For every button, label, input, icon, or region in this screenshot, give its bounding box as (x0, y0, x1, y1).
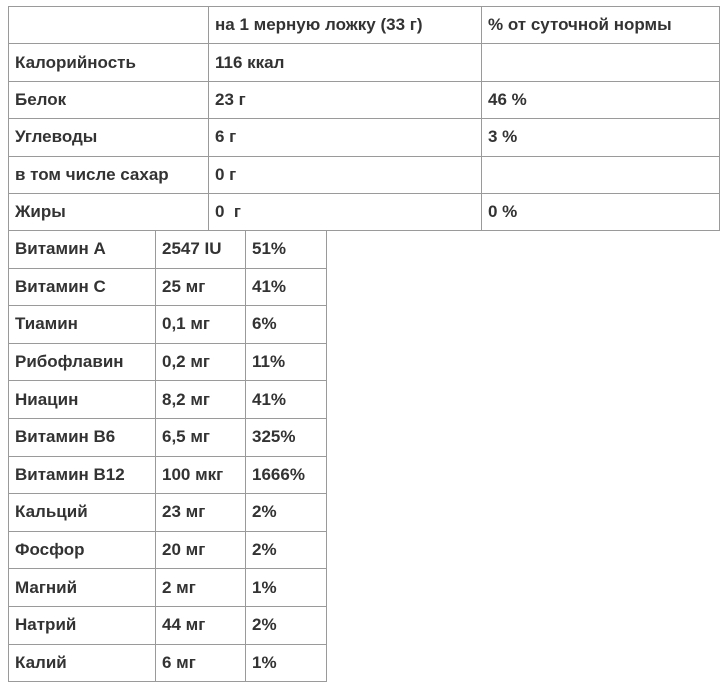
vitamin-cell: Рибофлавин (8, 342, 156, 382)
vitamin-cell: 2% (245, 493, 327, 532)
vitamin-cell: 1% (245, 568, 327, 607)
vitamin-cell: 6% (245, 305, 327, 344)
vitamin-cell: 20 мг (155, 530, 246, 570)
vitamin-cell: 2% (245, 605, 327, 645)
vitamin-cell: Витамин С (8, 267, 156, 307)
cell-amount: 0 г (208, 192, 482, 232)
vitamin-row: Витамин В12 100 мкг 1666% (8, 455, 327, 495)
vitamin-cell: Калий (8, 643, 156, 683)
cell-daily (481, 155, 720, 194)
cell-daily: 3 % (481, 118, 720, 157)
nutrition-table: на 1 мерную ложку (33 г)% от суточной но… (8, 5, 720, 232)
vitamin-row: Фосфор 20 мг 2% (8, 530, 327, 570)
vitamin-cell: 0,2 мг (155, 342, 246, 382)
nutrition-row: Белок 23 г 46 % (8, 80, 720, 120)
cell-name: Углеводы (8, 118, 209, 157)
cell-amount: 23 г (208, 80, 482, 120)
cell-name: Калорийность (8, 43, 209, 82)
vitamin-cell: Фосфор (8, 530, 156, 570)
vitamin-row: Калий 6 мг 1% (8, 643, 327, 683)
vitamin-row: Ниацин 8,2 мг 41% (8, 380, 327, 419)
vitamin-row: Витамин С 25 мг 41% (8, 267, 327, 307)
vitamin-row: Рибофлавин 0,2 мг 11% (8, 342, 327, 382)
vitamins-table: Витамин А 2547 IU 51% Витамин С 25 мг 41% Тиам… (8, 230, 327, 683)
header-row: на 1 мерную ложку (33 г)% от суточной но… (8, 5, 720, 45)
vitamin-row: Витамин В6 6,5 мг 325% (8, 417, 327, 457)
vitamin-cell: 41% (245, 380, 327, 419)
vitamin-row: Витамин А 2547 IU 51% (8, 230, 327, 269)
cell-amount: 6 г (208, 118, 482, 157)
vitamin-cell: 41% (245, 267, 327, 307)
cell-name: Белок (8, 80, 209, 120)
header-cell: % от суточной нормы (481, 5, 720, 45)
vitamin-cell: 1% (245, 643, 327, 683)
vitamin-cell: 100 мкг (155, 455, 246, 495)
vitamin-row: Кальций 23 мг 2% (8, 493, 327, 532)
vitamin-cell: Магний (8, 568, 156, 607)
cell-daily: 0 % (481, 192, 720, 232)
vitamin-cell: 44 мг (155, 605, 246, 645)
vitamin-row: Тиамин 0,1 мг 6% (8, 305, 327, 344)
vitamin-cell: 6 мг (155, 643, 246, 683)
vitamin-cell: 23 мг (155, 493, 246, 532)
vitamin-cell: Витамин А (8, 230, 156, 269)
vitamin-cell: 11% (245, 342, 327, 382)
vitamin-cell: 51% (245, 230, 327, 269)
vitamin-row: Магний 2 мг 1% (8, 568, 327, 607)
vitamin-cell: 1666% (245, 455, 327, 495)
vitamin-cell: 6,5 мг (155, 417, 246, 457)
nutrition-row: Калорийность 116 ккал (8, 43, 720, 82)
nutrition-row: в том числе сахар 0 г (8, 155, 720, 194)
vitamin-cell: 25 мг (155, 267, 246, 307)
vitamin-cell: Тиамин (8, 305, 156, 344)
cell-daily: 46 % (481, 80, 720, 120)
vitamin-cell: Кальций (8, 493, 156, 532)
header-cell: на 1 мерную ложку (33 г) (208, 5, 482, 45)
vitamin-cell: 0,1 мг (155, 305, 246, 344)
cell-amount: 0 г (208, 155, 482, 194)
vitamin-cell: 2% (245, 530, 327, 570)
vitamin-cell: Натрий (8, 605, 156, 645)
vitamin-cell: 2 мг (155, 568, 246, 607)
vitamin-cell: Ниацин (8, 380, 156, 419)
cell-name: Жиры (8, 192, 209, 232)
cell-daily (481, 43, 720, 82)
header-cell (8, 5, 209, 45)
vitamin-cell: 8,2 мг (155, 380, 246, 419)
cell-name: в том числе сахар (8, 155, 209, 194)
cell-amount: 116 ккал (208, 43, 482, 82)
vitamin-cell: Витамин В6 (8, 417, 156, 457)
vitamin-cell: 325% (245, 417, 327, 457)
vitamin-cell: Витамин В12 (8, 455, 156, 495)
vitamin-cell: 2547 IU (155, 230, 246, 269)
vitamin-row: Натрий 44 мг 2% (8, 605, 327, 645)
